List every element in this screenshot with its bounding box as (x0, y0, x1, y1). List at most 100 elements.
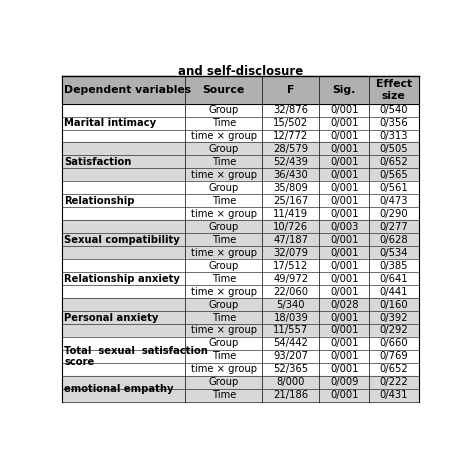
Text: 0/505: 0/505 (379, 144, 408, 154)
Text: 36/430: 36/430 (273, 170, 308, 180)
Text: 0/534: 0/534 (380, 248, 408, 258)
Text: 0/001: 0/001 (330, 338, 358, 348)
Text: 21/186: 21/186 (273, 390, 309, 401)
Text: 0/001: 0/001 (330, 196, 358, 206)
Bar (62, 104, 419, 117)
Text: 0/001: 0/001 (330, 183, 358, 193)
Bar (62, 363, 419, 376)
Text: F: F (287, 85, 294, 95)
Text: 5/340: 5/340 (277, 300, 305, 310)
Bar (62, 376, 419, 389)
Text: time × group: time × group (191, 365, 257, 374)
Text: time × group: time × group (191, 131, 257, 141)
Text: 0/009: 0/009 (330, 377, 358, 387)
Text: 0/431: 0/431 (380, 390, 408, 401)
Bar (62, 143, 419, 155)
Text: time × group: time × group (191, 326, 257, 336)
Text: Marital intimacy: Marital intimacy (64, 118, 156, 128)
Text: 0/001: 0/001 (330, 390, 358, 401)
Text: Group: Group (209, 261, 239, 271)
Text: Relationship anxiety: Relationship anxiety (64, 273, 180, 283)
Text: 35/809: 35/809 (273, 183, 308, 193)
Text: Satisfaction: Satisfaction (64, 157, 132, 167)
Text: 0/540: 0/540 (380, 105, 408, 115)
Text: 0/392: 0/392 (379, 312, 408, 322)
Text: time × group: time × group (191, 209, 257, 219)
Text: 52/365: 52/365 (273, 365, 309, 374)
Text: 0/001: 0/001 (330, 118, 358, 128)
Text: 0/001: 0/001 (330, 144, 358, 154)
Text: Time: Time (211, 235, 236, 245)
Text: Group: Group (209, 338, 239, 348)
Text: 0/652: 0/652 (379, 157, 408, 167)
Bar (62, 337, 419, 350)
Text: 0/641: 0/641 (379, 273, 408, 283)
Text: 0/441: 0/441 (380, 287, 408, 297)
Bar (62, 246, 419, 259)
Text: 0/001: 0/001 (330, 105, 358, 115)
Bar (62, 259, 419, 272)
Text: 0/001: 0/001 (330, 157, 358, 167)
Text: 0/652: 0/652 (379, 365, 408, 374)
Text: Group: Group (209, 105, 239, 115)
Text: 0/160: 0/160 (379, 300, 408, 310)
Bar (62, 155, 419, 168)
Text: 0/001: 0/001 (330, 235, 358, 245)
Text: Group: Group (209, 377, 239, 387)
Text: 0/001: 0/001 (330, 365, 358, 374)
Bar (62, 233, 419, 246)
Text: 18/039: 18/039 (273, 312, 308, 322)
Text: 49/972: 49/972 (273, 273, 309, 283)
Text: 0/001: 0/001 (330, 131, 358, 141)
Text: Time: Time (211, 390, 236, 401)
Bar (62, 272, 419, 285)
Text: Group: Group (209, 222, 239, 232)
Text: 0/222: 0/222 (379, 377, 408, 387)
Text: 0/385: 0/385 (380, 261, 408, 271)
Bar (62, 285, 419, 298)
Text: Relationship: Relationship (64, 196, 135, 206)
Text: 52/439: 52/439 (273, 157, 309, 167)
Bar (62, 207, 419, 220)
Text: 0/290: 0/290 (379, 209, 408, 219)
Text: 0/561: 0/561 (379, 183, 408, 193)
Bar (62, 117, 419, 129)
Text: 0/660: 0/660 (379, 338, 408, 348)
Text: 0/003: 0/003 (330, 222, 358, 232)
Text: 0/001: 0/001 (330, 287, 358, 297)
Bar (62, 350, 419, 363)
Text: Group: Group (209, 300, 239, 310)
Text: 0/473: 0/473 (380, 196, 408, 206)
Text: Dependent variables: Dependent variables (64, 85, 191, 95)
Text: 0/292: 0/292 (379, 326, 408, 336)
Text: 0/001: 0/001 (330, 209, 358, 219)
Text: 0/356: 0/356 (379, 118, 408, 128)
Text: Time: Time (211, 196, 236, 206)
Text: 0/028: 0/028 (330, 300, 358, 310)
Text: 0/565: 0/565 (379, 170, 408, 180)
Text: Effect
size: Effect size (376, 79, 412, 100)
Text: Sig.: Sig. (332, 85, 356, 95)
Bar (62, 220, 419, 233)
Text: 0/001: 0/001 (330, 261, 358, 271)
Text: 12/772: 12/772 (273, 131, 309, 141)
Text: 11/557: 11/557 (273, 326, 309, 336)
Text: 0/001: 0/001 (330, 351, 358, 361)
Text: 32/876: 32/876 (273, 105, 309, 115)
Text: 93/207: 93/207 (273, 351, 309, 361)
Text: Group: Group (209, 183, 239, 193)
Text: Time: Time (211, 273, 236, 283)
Text: 0/628: 0/628 (379, 235, 408, 245)
Text: 47/187: 47/187 (273, 235, 309, 245)
Bar (62, 129, 419, 143)
Text: Total  sexual  satisfaction
score: Total sexual satisfaction score (64, 346, 208, 367)
Text: Personal anxiety: Personal anxiety (64, 312, 159, 322)
Text: time × group: time × group (191, 248, 257, 258)
Text: 32/079: 32/079 (273, 248, 309, 258)
Text: time × group: time × group (191, 287, 257, 297)
Text: 0/001: 0/001 (330, 312, 358, 322)
Text: 0/313: 0/313 (380, 131, 408, 141)
Text: 10/726: 10/726 (273, 222, 309, 232)
Text: Time: Time (211, 118, 236, 128)
Bar (62, 168, 419, 182)
